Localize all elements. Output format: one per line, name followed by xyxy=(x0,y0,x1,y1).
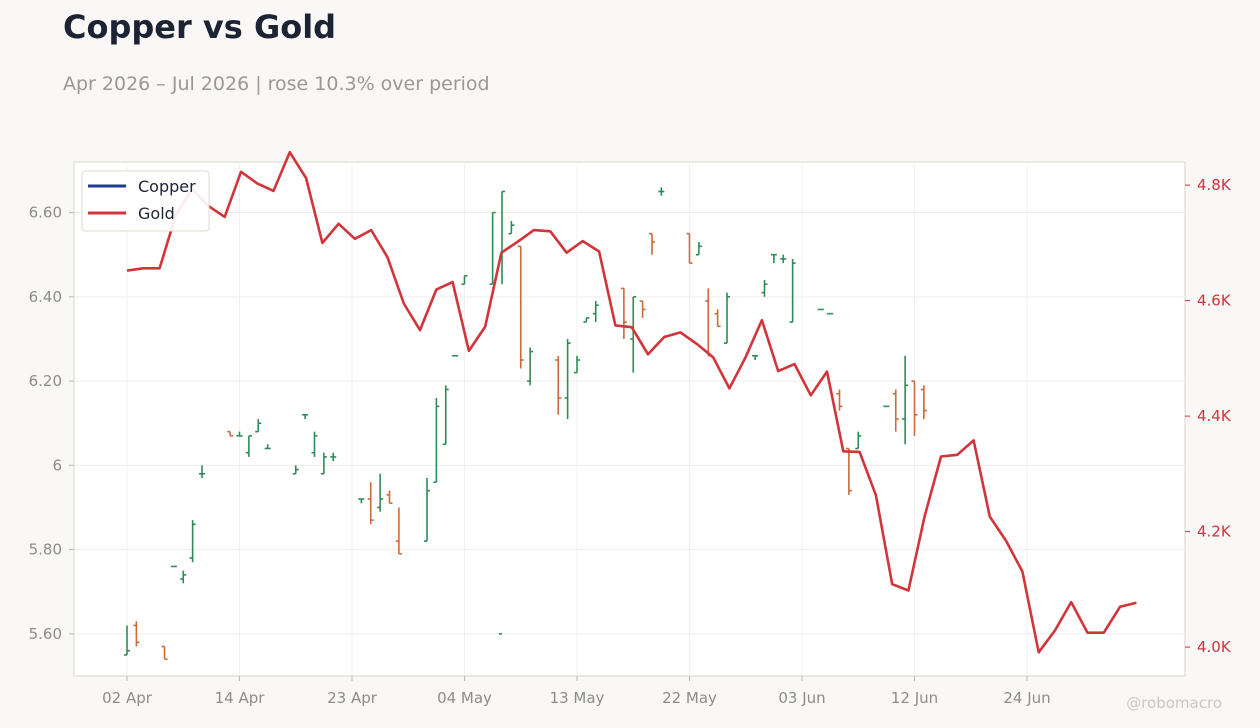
copper-ohlc-bar xyxy=(499,190,505,635)
copper-ohlc-bar xyxy=(489,211,496,285)
copper-ohlc-bar xyxy=(555,355,562,415)
x-tick-label: 22 May xyxy=(662,689,717,707)
copper-ohlc-bar xyxy=(264,444,271,450)
copper-ohlc-bar xyxy=(367,482,374,525)
grid xyxy=(74,162,1185,676)
copper-ohlc-bar xyxy=(714,309,721,328)
y-left-tick-label: 6 xyxy=(52,456,62,474)
copper-ohlc-bar xyxy=(189,520,196,563)
copper-ohlc-bar xyxy=(377,473,384,512)
chart-subtitle: Apr 2026 – Jul 2026 | rose 10.3% over pe… xyxy=(63,73,490,95)
copper-ohlc-bar xyxy=(255,419,262,433)
x-tick-label: 24 Jun xyxy=(1003,689,1050,707)
copper-ohlc-bar xyxy=(658,187,665,196)
y-right-tick-label: 4.6K xyxy=(1197,292,1232,310)
gold-line-path xyxy=(126,150,1137,654)
x-tick-label: 04 May xyxy=(437,689,492,707)
x-tick-label: 23 Apr xyxy=(327,689,378,707)
plot-area xyxy=(73,161,1186,677)
copper-ohlc-bar xyxy=(180,570,187,584)
x-tick-label: 13 May xyxy=(550,689,605,707)
legend-entry-gold: Gold xyxy=(138,204,175,223)
copper-ohlc-bar xyxy=(845,447,852,495)
chart-title: Copper vs Gold xyxy=(63,8,337,46)
copper-ohlc-bar xyxy=(686,232,693,264)
copper-ohlc-bar xyxy=(583,317,590,323)
gold-line-series xyxy=(126,150,1137,654)
copper-ohlc-bar xyxy=(517,245,524,369)
copper-ohlc-bar xyxy=(902,355,909,445)
copper-ohlc-bar xyxy=(836,389,843,411)
copper-ohlc-bar xyxy=(124,625,130,656)
copper-ohlc-bar xyxy=(892,389,899,432)
copper-ohlc-bar xyxy=(724,292,730,344)
copper-ohlc-bar xyxy=(574,355,580,374)
copper-ohlc-bar xyxy=(761,279,768,297)
copper-ohlc-bar xyxy=(433,397,440,483)
copper-ohlc-bar xyxy=(133,621,140,647)
copper-ohlc-bar xyxy=(461,274,468,285)
copper-ohlc-bar xyxy=(358,498,365,504)
copper-ohlc-bar xyxy=(630,296,637,373)
copper-ohlc-bar xyxy=(395,507,402,555)
copper-ohlc-bar xyxy=(780,254,787,264)
copper-ohlc-bar xyxy=(770,253,777,264)
copper-ohlc-bar xyxy=(639,300,646,318)
y-right-tick-label: 4.4K xyxy=(1197,407,1232,425)
copper-ohlc-bar xyxy=(311,431,318,457)
copper-ohlc-bar xyxy=(245,435,252,457)
y-left-tick-label: 6.40 xyxy=(29,288,62,306)
x-tick-label: 02 Apr xyxy=(102,689,153,707)
copper-ohlc-bar xyxy=(161,645,168,660)
copper-ohlc-bar xyxy=(911,380,918,436)
copper-ohlc-bar xyxy=(752,355,759,361)
legend: Copper Gold xyxy=(81,170,210,232)
x-tick-label: 12 Jun xyxy=(891,689,938,707)
copper-ohlc-series xyxy=(124,187,927,660)
copper-ohlc-bar xyxy=(920,385,927,419)
copper-ohlc-bar xyxy=(527,347,534,386)
x-tick-label: 14 Apr xyxy=(215,689,266,707)
y-right-tick-label: 4.2K xyxy=(1197,523,1232,541)
watermark: @robomacro xyxy=(1126,694,1222,712)
y-right-tick-label: 4.0K xyxy=(1197,638,1232,656)
y-right-tick-label: 4.8K xyxy=(1197,176,1232,194)
axes: 5.60 5.80 6 6.20 6.40 6.60 4.0K 4.2K 4.4K 4.6K 4.8… xyxy=(29,176,1232,707)
copper-ohlc-bar xyxy=(855,431,862,450)
copper-ohlc-bar xyxy=(620,287,627,339)
copper-ohlc-bar xyxy=(199,465,205,478)
x-tick-label: 03 Jun xyxy=(778,689,825,707)
copper-ohlc-bar xyxy=(227,430,234,437)
copper-ohlc-bar xyxy=(236,431,243,437)
copper-ohlc-bar xyxy=(320,452,327,475)
y-left-tick-label: 6.20 xyxy=(29,372,62,390)
copper-ohlc-bar xyxy=(564,338,571,419)
copper-ohlc-bar xyxy=(302,413,309,419)
legend-entry-copper: Copper xyxy=(138,177,196,196)
copper-ohlc-bar xyxy=(442,385,449,446)
copper-ohlc-bar xyxy=(330,452,337,462)
copper-ohlc-bar xyxy=(592,301,599,323)
y-left-tick-label: 5.80 xyxy=(29,541,62,559)
copper-ohlc-bar xyxy=(508,220,515,235)
copper-ohlc-bar xyxy=(424,477,430,542)
copper-ohlc-bar xyxy=(386,490,393,505)
y-left-tick-label: 6.60 xyxy=(29,204,62,222)
copper-ohlc-bar xyxy=(789,258,796,323)
copper-ohlc-bar xyxy=(649,232,655,255)
copper-ohlc-bar xyxy=(695,242,702,256)
y-left-tick-label: 5.60 xyxy=(29,625,62,643)
copper-ohlc-bar xyxy=(292,465,299,475)
